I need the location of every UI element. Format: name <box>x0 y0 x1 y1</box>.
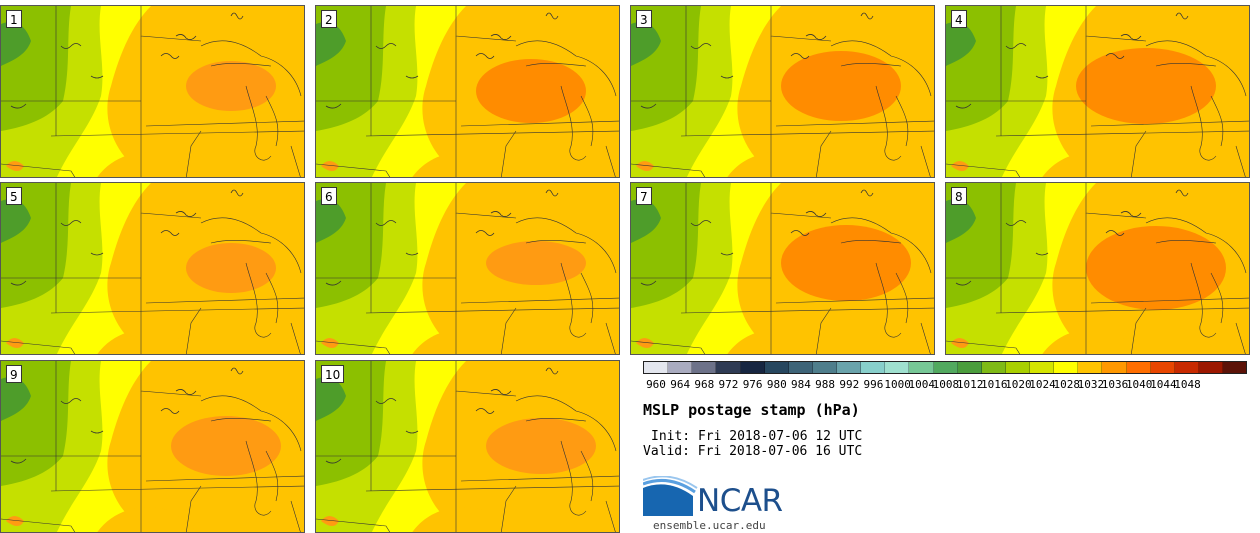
colorbar-tick-label: 980 <box>766 378 787 391</box>
colorbar-tick-label: 1040 <box>1125 378 1153 391</box>
colorbar-tick-label: 992 <box>839 378 860 391</box>
colorbar-swatch <box>861 362 886 373</box>
colorbar-tick-label: 960 <box>646 378 666 391</box>
colorbar-swatch <box>1078 362 1103 373</box>
colorbar-tick-label: 1004 <box>908 378 936 391</box>
colorbar-swatch <box>644 362 669 373</box>
colorbar-tick-label: 996 <box>863 378 884 391</box>
colorbar-swatch <box>981 362 1006 373</box>
colorbar-tick-label: 968 <box>694 378 715 391</box>
ensemble-member-panel: 6 <box>315 182 620 355</box>
colorbar-tick-label: 1012 <box>956 378 984 391</box>
member-number-label: 2 <box>321 10 337 28</box>
colorbar-tick-label: 1008 <box>932 378 960 391</box>
ncar-swoosh-logo <box>643 476 698 516</box>
colorbar-swatch <box>1005 362 1030 373</box>
mslp-map <box>946 183 1249 354</box>
colorbar-swatch <box>1054 362 1079 373</box>
member-number-label: 10 <box>321 365 345 383</box>
colorbar-swatch <box>933 362 958 373</box>
member-number-label: 8 <box>951 187 967 205</box>
ensemble-member-panel: 8 <box>945 182 1250 355</box>
colorbar-tick-labels: 960 964 968 972 976 980 984 988 992 996 1000 1004 10… <box>643 378 1247 392</box>
colorbar-swatch <box>1150 362 1175 373</box>
colorbar-tick-label: 988 <box>815 378 836 391</box>
colorbar-swatch <box>957 362 982 373</box>
mslp-map <box>1 183 304 354</box>
ensemble-member-panel: 7 <box>630 182 935 355</box>
ensemble-member-panel: 1 <box>0 5 305 178</box>
member-number-label: 7 <box>636 187 652 205</box>
colorbar-tick-label: 1024 <box>1029 378 1056 391</box>
colorbar-tick-label: 1028 <box>1053 378 1080 391</box>
colorbar-swatch <box>1198 362 1223 373</box>
colorbar-tick-label: 1032 <box>1077 378 1105 391</box>
colorbar-tick-label: 984 <box>791 378 811 391</box>
mslp-map <box>946 6 1249 177</box>
colorbar-tick-label: 972 <box>718 378 739 391</box>
member-number-label: 4 <box>951 10 967 28</box>
member-number-label: 1 <box>6 10 22 28</box>
colorbar-swatch <box>716 362 741 373</box>
mslp-map <box>316 183 619 354</box>
colorbar-tick-label: 1048 <box>1174 378 1201 391</box>
colorbar-swatch <box>668 362 693 373</box>
ensemble-member-panel: 3 <box>630 5 935 178</box>
mslp-map <box>631 183 934 354</box>
mslp-map <box>316 361 619 532</box>
mslp-colorbar <box>643 361 1247 374</box>
mslp-map <box>316 6 619 177</box>
colorbar-swatch <box>1030 362 1055 373</box>
ensemble-member-panel: 2 <box>315 5 620 178</box>
colorbar-swatch <box>1126 362 1151 373</box>
colorbar-tick-label: 1036 <box>1101 378 1129 391</box>
member-number-label: 3 <box>636 10 652 28</box>
member-number-label: 5 <box>6 187 22 205</box>
colorbar-tick-label: 1000 <box>884 378 911 391</box>
colorbar-swatch <box>740 362 765 373</box>
ensemble-member-panel: 10 <box>315 360 620 533</box>
ensemble-member-panel: 5 <box>0 182 305 355</box>
mslp-map <box>1 6 304 177</box>
colorbar-swatch <box>909 362 934 373</box>
init-time: Init: Fri 2018-07-06 12 UTC <box>651 429 863 444</box>
colorbar-swatch <box>1102 362 1127 373</box>
colorbar-swatch <box>692 362 717 373</box>
colorbar-tick-label: 964 <box>670 378 691 391</box>
colorbar-tick-label: 1016 <box>980 378 1008 391</box>
figure-title: MSLP postage stamp (hPa) <box>643 401 860 419</box>
mslp-map <box>631 6 934 177</box>
colorbar-tick-label: 1020 <box>1005 378 1032 391</box>
colorbar-tick-label: 976 <box>742 378 763 391</box>
colorbar-tick-label: 1044 <box>1150 378 1177 391</box>
colorbar-swatch <box>1223 362 1247 373</box>
ensemble-url: ensemble.ucar.edu <box>653 519 766 532</box>
member-number-label: 9 <box>6 365 22 383</box>
valid-time: Valid: Fri 2018-07-06 16 UTC <box>643 444 863 459</box>
colorbar-swatch <box>1174 362 1199 373</box>
colorbar-swatch <box>885 362 910 373</box>
member-number-label: 6 <box>321 187 337 205</box>
ensemble-member-panel: 4 <box>945 5 1250 178</box>
colorbar-swatch <box>788 362 813 373</box>
ncar-logo-text: NCAR <box>697 483 783 519</box>
colorbar-swatch <box>837 362 862 373</box>
colorbar-swatch <box>764 362 789 373</box>
mslp-map <box>1 361 304 532</box>
ensemble-member-panel: 9 <box>0 360 305 533</box>
colorbar-swatch <box>812 362 837 373</box>
